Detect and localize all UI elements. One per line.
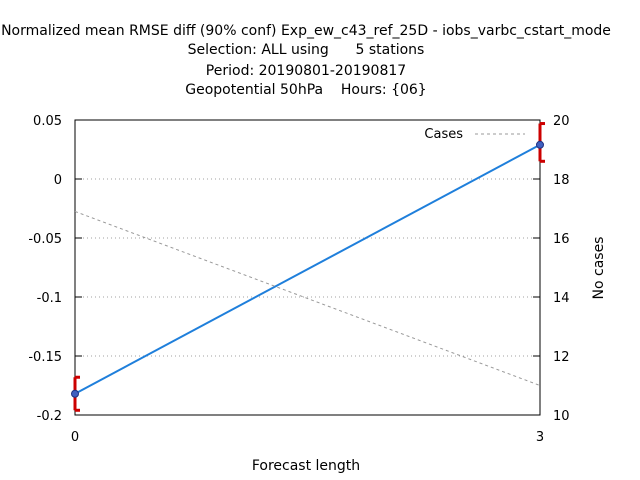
legend-label-cases: Cases [424,127,463,142]
y-axis-right: 20 18 16 14 12 10 [533,114,570,424]
title-line-3: Period: 20190801-20190817 [206,63,406,79]
data-point [71,389,79,398]
series [71,122,545,412]
legend: Cases [424,127,525,142]
y-tick-label: 0.05 [33,114,62,129]
y2-tick-label: 20 [553,114,570,129]
title-line-1: Normalized mean RMSE diff (90% conf) Exp… [1,23,611,39]
y-axis-left: 0.05 0 -0.05 -0.1 -0.15 -0.2 [28,114,82,424]
chart-title: Normalized mean RMSE diff (90% conf) Exp… [1,23,611,98]
series-line [74,143,541,395]
y2-tick-label: 12 [553,350,570,365]
y-tick-label: -0.15 [28,350,62,365]
y-tick-label: -0.1 [37,291,62,306]
y-tick-label: -0.2 [37,409,62,424]
y-tick-label: 0 [54,173,62,188]
cases-line [74,210,541,386]
x-axis-label: Forecast length [252,458,360,474]
title-line-4: Geopotential 50hPa Hours: {06} [185,82,426,98]
y2-tick-label: 10 [553,409,570,424]
x-tick-label: 3 [536,430,544,445]
y2-tick-label: 14 [553,291,570,306]
y-tick-label: -0.05 [28,232,62,247]
plot-frame [74,119,541,416]
y2-axis-label: No cases [591,237,607,300]
grid [75,178,540,357]
data-point [536,140,544,149]
x-tick-label: 0 [71,430,79,445]
y2-tick-label: 16 [553,232,570,247]
y2-tick-label: 18 [553,173,570,188]
title-line-2: Selection: ALL using 5 stations [188,42,425,58]
